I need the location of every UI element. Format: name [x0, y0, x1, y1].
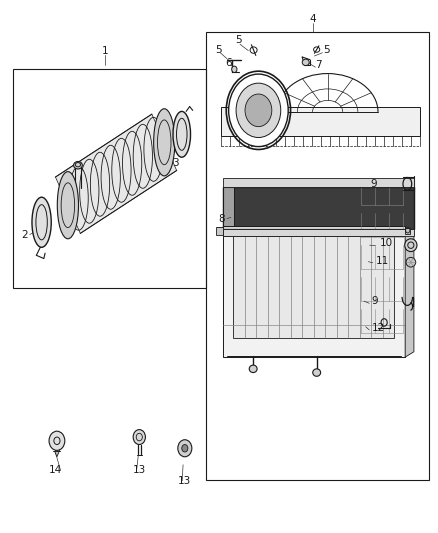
Text: 1: 1	[102, 46, 109, 55]
Polygon shape	[55, 451, 59, 457]
Ellipse shape	[302, 59, 309, 66]
Polygon shape	[223, 187, 234, 229]
Bar	[223, 236, 405, 357]
Text: 12: 12	[371, 323, 385, 333]
Polygon shape	[405, 230, 414, 357]
Bar	[13, 69, 206, 288]
Polygon shape	[56, 114, 177, 233]
Ellipse shape	[406, 257, 416, 267]
Polygon shape	[221, 107, 420, 136]
Text: 9: 9	[371, 296, 378, 306]
Ellipse shape	[173, 111, 191, 157]
Text: 7: 7	[315, 60, 322, 70]
Polygon shape	[223, 229, 414, 236]
Polygon shape	[223, 236, 405, 357]
Polygon shape	[223, 226, 405, 236]
Ellipse shape	[232, 66, 237, 72]
Ellipse shape	[245, 94, 272, 127]
Ellipse shape	[405, 239, 417, 252]
Polygon shape	[223, 187, 414, 229]
Text: 2: 2	[21, 230, 28, 239]
Bar	[233, 236, 394, 338]
Polygon shape	[223, 178, 414, 187]
Text: 5: 5	[215, 45, 222, 54]
Text: 14: 14	[49, 465, 62, 475]
Bar	[405, 228, 410, 234]
Ellipse shape	[229, 74, 288, 147]
Ellipse shape	[133, 430, 145, 445]
Text: 6: 6	[225, 58, 232, 68]
Text: 10: 10	[380, 238, 393, 247]
Text: 5: 5	[235, 35, 242, 45]
Ellipse shape	[178, 440, 192, 457]
Ellipse shape	[32, 197, 51, 247]
Bar	[216, 227, 223, 235]
Ellipse shape	[49, 431, 65, 450]
Ellipse shape	[182, 445, 188, 452]
Text: 13: 13	[178, 476, 191, 486]
Text: 13: 13	[133, 465, 146, 475]
Bar	[206, 32, 429, 480]
Text: 4: 4	[310, 14, 317, 23]
Text: 9: 9	[370, 179, 377, 189]
Bar	[223, 187, 414, 229]
Ellipse shape	[313, 369, 321, 376]
Text: 8: 8	[218, 214, 225, 223]
Ellipse shape	[236, 83, 281, 138]
Ellipse shape	[57, 172, 78, 239]
Text: 3: 3	[172, 158, 179, 167]
Text: 5: 5	[323, 45, 330, 54]
Ellipse shape	[154, 109, 175, 176]
Ellipse shape	[249, 365, 257, 373]
Polygon shape	[234, 179, 414, 187]
Text: 11: 11	[375, 256, 389, 266]
Ellipse shape	[74, 161, 82, 169]
